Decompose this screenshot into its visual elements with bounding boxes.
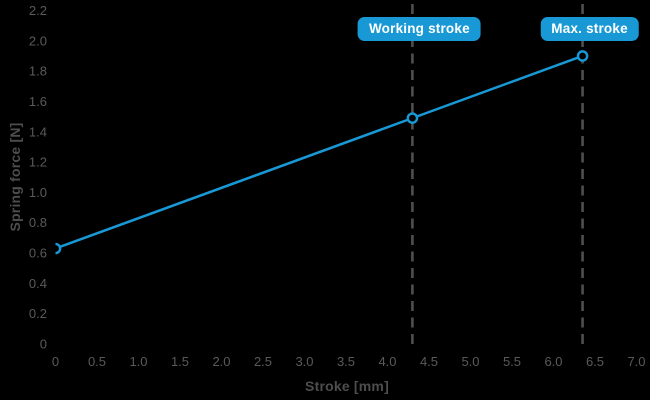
data-point-marker bbox=[55, 242, 62, 255]
x-tick-label: 0 bbox=[52, 354, 59, 369]
x-tick-label: 2.5 bbox=[254, 354, 272, 369]
x-tick-label: 3.0 bbox=[295, 354, 313, 369]
y-tick-label: 1.0 bbox=[29, 185, 47, 200]
x-tick-label: 6.5 bbox=[586, 354, 604, 369]
x-axis-title: Stroke [mm] bbox=[305, 378, 389, 394]
x-tick-label: 3.5 bbox=[337, 354, 355, 369]
y-tick-label: 0.4 bbox=[29, 276, 47, 291]
x-tick-label: 7.0 bbox=[627, 354, 645, 369]
spring-force-line bbox=[55, 54, 583, 250]
x-tick-label: 1.0 bbox=[129, 354, 147, 369]
y-tick-label: 1.2 bbox=[29, 155, 47, 170]
working-stroke-badge: Working stroke bbox=[357, 17, 481, 41]
y-axis-title: Spring force [N] bbox=[7, 123, 23, 232]
y-tick-label: 2.0 bbox=[29, 33, 47, 48]
x-tick-label: 5.0 bbox=[461, 354, 479, 369]
y-tick-label: 0.6 bbox=[29, 246, 47, 261]
max-stroke-badge: Max. stroke bbox=[540, 17, 639, 41]
x-tick-label: 4.0 bbox=[378, 354, 396, 369]
y-tick-label: 2.2 bbox=[29, 3, 47, 18]
y-tick-label: 1.6 bbox=[29, 94, 47, 109]
data-point-marker bbox=[406, 112, 419, 124]
x-tick-label: 2.0 bbox=[212, 354, 230, 369]
y-tick-label: 1.4 bbox=[29, 124, 47, 139]
y-tick-label: 1.8 bbox=[29, 64, 47, 79]
y-tick-label: 0.2 bbox=[29, 306, 47, 321]
x-tick-label: 6.0 bbox=[544, 354, 562, 369]
data-point-marker bbox=[576, 50, 589, 62]
x-tick-label: 0.5 bbox=[88, 354, 106, 369]
x-tick-label: 5.5 bbox=[503, 354, 521, 369]
x-tick-label: 1.5 bbox=[171, 354, 189, 369]
y-tick-label: 0.8 bbox=[29, 215, 47, 230]
x-tick-label: 4.5 bbox=[420, 354, 438, 369]
y-tick-label: 0 bbox=[40, 337, 47, 352]
